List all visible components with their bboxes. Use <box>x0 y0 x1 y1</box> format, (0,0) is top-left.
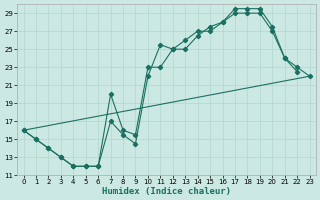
X-axis label: Humidex (Indice chaleur): Humidex (Indice chaleur) <box>102 187 231 196</box>
